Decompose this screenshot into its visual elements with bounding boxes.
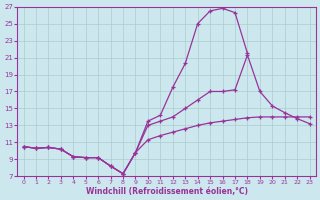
X-axis label: Windchill (Refroidissement éolien,°C): Windchill (Refroidissement éolien,°C) [85,187,248,196]
